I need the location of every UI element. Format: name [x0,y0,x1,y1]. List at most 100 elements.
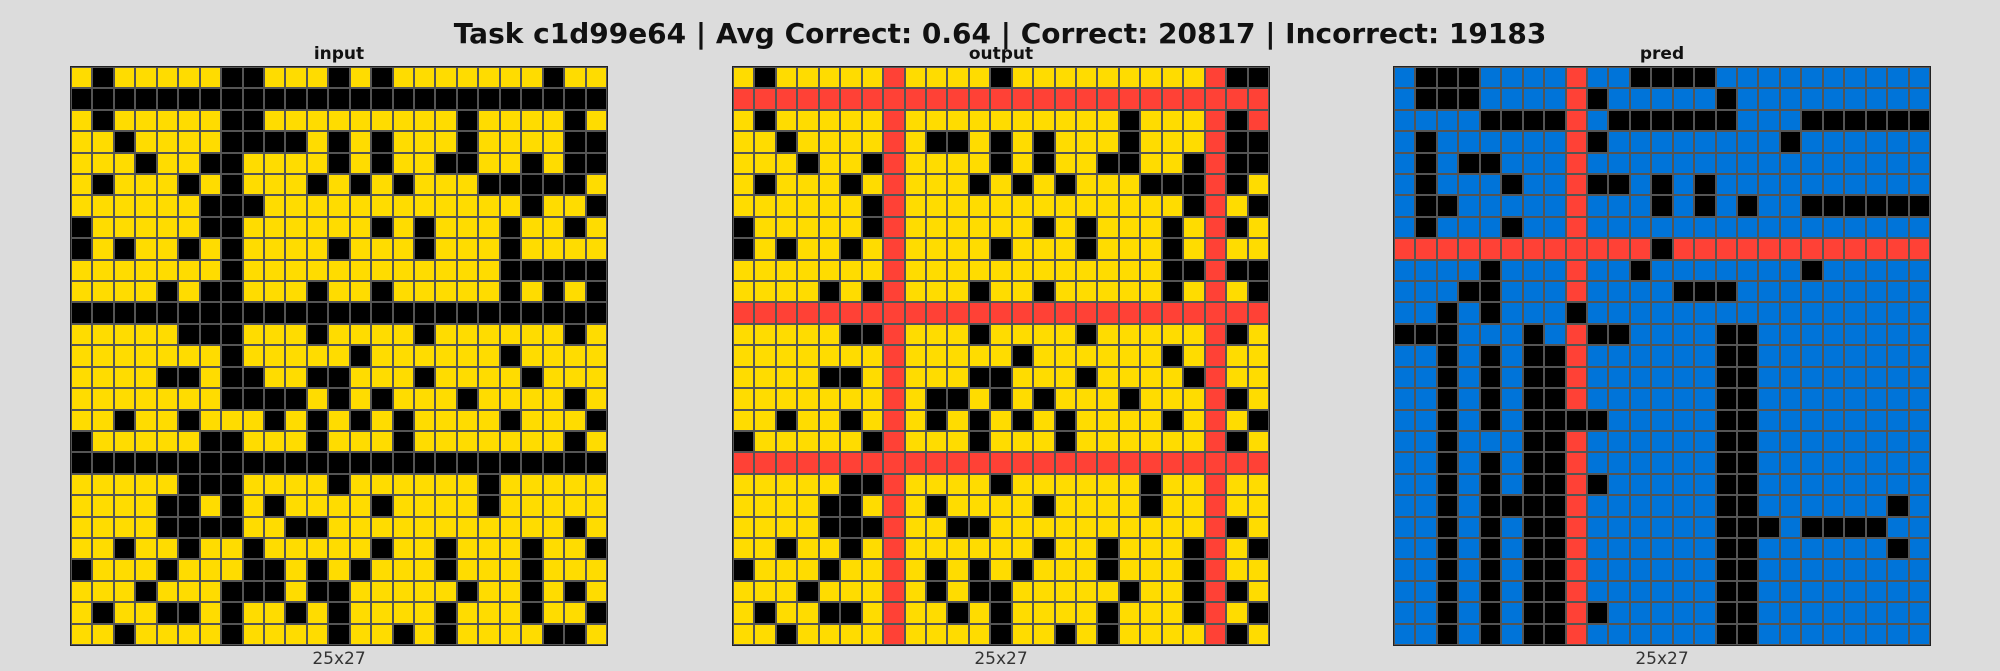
grid-cell [1651,580,1673,603]
grid-cell [904,174,926,196]
grid-cell [1779,495,1802,517]
grid-cell [1694,495,1716,517]
grid-cell [1415,623,1437,645]
grid-cell [733,67,755,89]
grid-cell [542,323,565,346]
grid-cell [861,109,884,132]
grid-cell [92,67,114,89]
grid-cell [818,473,841,496]
grid-cell [135,623,157,645]
grid-cell [349,602,372,624]
grid-cell [564,302,586,324]
grid-cell [499,430,522,453]
grid-cell [1415,516,1437,538]
grid-cell [947,259,969,282]
grid-cell [1758,88,1780,110]
grid-cell [1076,623,1098,645]
grid-cell [392,174,415,196]
output-panel: output 25x27 [732,42,1270,670]
grid-cell [435,623,457,645]
grid-cell [392,452,415,474]
grid-cell [1140,216,1162,239]
grid-cell [733,109,755,132]
grid-cell [156,495,179,517]
grid-cell [92,409,114,431]
grid-cell [1865,537,1888,560]
grid-cell [328,216,350,239]
grid-cell [1226,602,1248,624]
grid-cell [92,537,114,560]
grid-cell [1033,152,1055,175]
grid-cell [478,537,500,560]
grid-cell [263,216,286,239]
grid-cell [904,388,926,410]
grid-cell [1651,495,1673,517]
grid-cell [1183,152,1205,175]
grid-cell [242,430,264,453]
grid-cell [371,473,393,496]
grid-cell [1715,67,1738,89]
grid-cell [1801,174,1823,196]
grid-cell [328,152,350,175]
grid-cell [113,195,136,217]
grid-cell [1544,537,1566,560]
grid-cell [1822,623,1845,645]
grid-cell [242,302,264,324]
grid-cell [1054,109,1077,132]
grid-cell [1479,452,1502,474]
grid-cell [1011,152,1034,175]
grid-cell [1415,366,1437,389]
grid-cell [990,88,1012,110]
grid-cell [542,88,565,110]
grid-cell [1801,409,1823,431]
grid-cell [797,238,819,260]
grid-cell [861,495,884,517]
grid-cell [1844,495,1866,517]
grid-cell [285,602,307,624]
grid-cell [178,388,200,410]
grid-cell [1183,537,1205,560]
grid-cell [1501,345,1523,367]
grid-cell [392,366,415,389]
grid-cell [861,388,884,410]
grid-cell [1586,473,1609,496]
grid-cell [1033,131,1055,153]
grid-cell [1715,323,1738,346]
grid-cell [242,602,264,624]
grid-cell [285,259,307,282]
grid-cell [1737,452,1759,474]
grid-cell [1011,195,1034,217]
grid-cell [1522,131,1545,153]
grid-cell [1887,409,1909,431]
grid-cell [1183,109,1205,132]
grid-cell [1097,302,1119,324]
grid-cell [564,238,586,260]
grid-cell [968,302,991,324]
grid-cell [968,430,991,453]
grid-cell [285,409,307,431]
grid-cell [1737,67,1759,89]
grid-cell [1608,388,1630,410]
grid-cell [285,495,307,517]
grid-cell [263,559,286,581]
output-panel-label: output [968,44,1034,64]
grid-cell [775,302,798,324]
grid-cell [478,366,500,389]
grid-cell [1887,602,1909,624]
grid-cell [564,623,586,645]
grid-cell [221,516,243,538]
grid-cell [178,409,200,431]
grid-cell [478,238,500,260]
grid-cell [1076,152,1098,175]
grid-cell [1247,430,1269,453]
grid-cell [1544,430,1566,453]
grid-cell [328,537,350,560]
grid-cell [1054,88,1077,110]
grid-cell [456,537,479,560]
grid-cell [92,516,114,538]
grid-cell [904,559,926,581]
grid-cell [328,430,350,453]
grid-cell [1779,623,1802,645]
grid-cell [733,452,755,474]
grid-cell [1183,323,1205,346]
